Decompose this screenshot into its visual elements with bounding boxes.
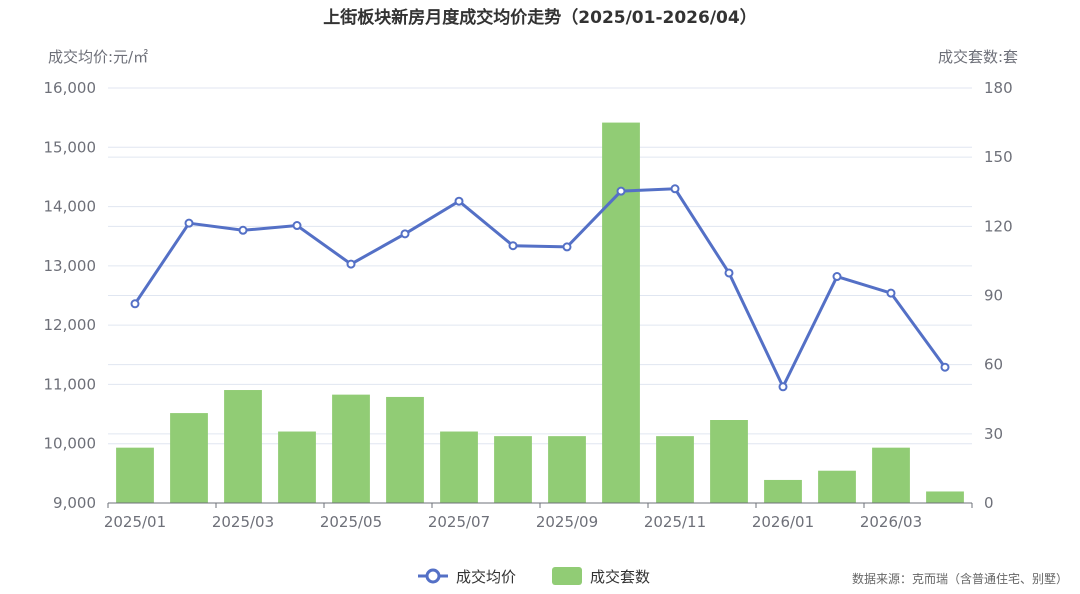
right-tick-label: 0 [984,494,994,512]
bar [116,447,154,503]
left-tick-label: 12,000 [44,316,97,334]
bar [602,122,640,503]
left-tick-label: 16,000 [44,79,97,97]
legend-line-label[interactable]: 成交均价 [456,568,516,586]
right-tick-label: 150 [984,148,1013,166]
chart-title: 上街板块新房月度成交均价走势（2025/01-2026/04） [323,7,756,28]
right-tick-label: 180 [984,79,1013,97]
line-point [940,362,950,372]
legend[interactable]: 成交均价 成交套数 [418,567,650,586]
bar [764,479,802,503]
left-axis-ticks: 9,000 10,000 11,000 12,000 13,000 14,000 15,00… [44,79,97,512]
line-point [886,288,896,298]
bar [710,420,748,503]
line-point [292,221,302,231]
x-tick-label: 2025/07 [428,513,490,531]
line-point [832,272,842,282]
legend-bar-icon [552,567,582,585]
bar [440,431,478,503]
bar [170,413,208,503]
line-point [562,242,572,252]
right-tick-label: 60 [984,356,1003,374]
right-tick-label: 120 [984,217,1013,235]
left-tick-label: 10,000 [44,435,97,453]
left-tick-label: 15,000 [44,138,97,156]
line-point [184,218,194,228]
right-axis-ticks: 0 30 60 90 120 150 180 [984,79,1013,512]
price-line [133,187,947,391]
bar [548,436,586,503]
x-tick-label: 2025/09 [536,513,598,531]
bar-series [116,122,964,503]
left-tick-label: 11,000 [44,375,97,393]
legend-bar-label[interactable]: 成交套数 [590,568,650,586]
line-point [508,241,518,251]
x-tick-label: 2025/03 [212,513,274,531]
left-tick-label: 13,000 [44,257,97,275]
bar [224,390,262,503]
line-point [130,299,140,309]
x-axis: 2025/01 2025/03 2025/05 2025/07 2025/09 2025/… [104,502,973,531]
x-tick-label: 2026/01 [752,513,814,531]
left-axis-name: 成交均价:元/㎡ [48,48,148,66]
bar [386,396,424,503]
right-axis-name: 成交套数:套 [938,48,1018,66]
bar [926,491,964,503]
bar [872,447,910,503]
x-tick-label: 2025/05 [320,513,382,531]
left-tick-label: 9,000 [53,494,96,512]
legend-circle-icon [425,568,441,584]
line-point [454,196,464,206]
x-tick-label: 2025/11 [644,513,706,531]
line-point [778,382,788,392]
line-point [238,225,248,235]
line-point [346,259,356,269]
line-point [724,268,734,278]
bar [656,436,694,503]
x-tick-label: 2026/03 [860,513,922,531]
bar [278,431,316,503]
x-tick-label: 2025/01 [104,513,166,531]
bar [818,470,856,503]
line-point [616,186,626,196]
bar [332,394,370,503]
line-point [670,184,680,194]
right-tick-label: 30 [984,425,1003,443]
right-tick-label: 90 [984,287,1003,305]
bar [494,436,532,503]
line-series [130,184,950,392]
left-tick-label: 14,000 [44,198,97,216]
data-source: 数据来源：克而瑞（含普通住宅、别墅） [852,571,1068,586]
line-point [400,229,410,239]
